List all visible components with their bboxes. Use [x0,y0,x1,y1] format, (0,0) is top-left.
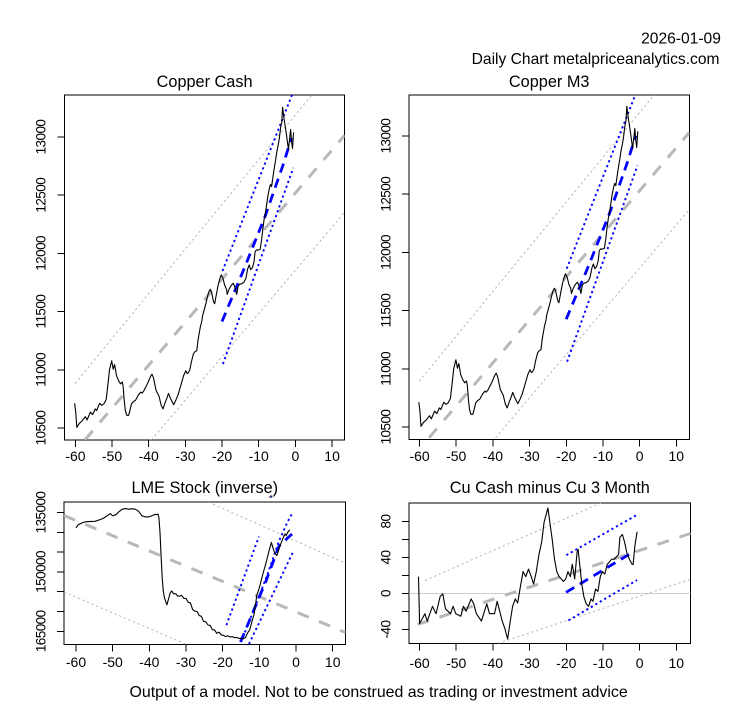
svg-text:0: 0 [292,448,300,464]
svg-text:-50: -50 [446,655,466,671]
svg-text:-10: -10 [249,448,269,464]
svg-text:165000: 165000 [34,610,49,652]
svg-text:-30: -30 [519,448,539,464]
svg-text:11500: 11500 [34,295,49,329]
svg-text:-20: -20 [556,655,576,671]
svg-text:-50: -50 [103,654,123,670]
svg-text:13000: 13000 [34,120,49,155]
svg-text:Copper M3: Copper M3 [509,73,590,91]
svg-text:0: 0 [636,655,644,671]
svg-text:-60: -60 [409,448,429,464]
svg-text:-60: -60 [409,655,429,671]
svg-text:-10: -10 [593,448,613,464]
svg-text:-40: -40 [379,621,394,639]
svg-text:Cu Cash minus Cu 3 Month: Cu Cash minus Cu 3 Month [450,479,650,497]
svg-text:13000: 13000 [379,119,394,154]
svg-text:Output of a model. Not to be c: Output of a model. Not to be construed a… [130,684,628,701]
svg-text:12500: 12500 [34,178,49,213]
svg-text:-50: -50 [446,448,466,464]
svg-text:Copper Cash: Copper Cash [157,73,253,91]
svg-text:10: 10 [669,448,685,464]
svg-text:-40: -40 [483,655,503,671]
svg-text:-60: -60 [66,654,86,670]
svg-text:10500: 10500 [34,411,49,446]
svg-text:80: 80 [379,515,394,529]
svg-text:0: 0 [636,448,644,464]
svg-text:12000: 12000 [34,236,49,271]
svg-text:11000: 11000 [34,353,49,387]
svg-text:2026-01-09: 2026-01-09 [641,31,721,48]
svg-text:-20: -20 [213,654,233,670]
svg-text:-30: -30 [519,655,539,671]
svg-text:-40: -40 [483,448,503,464]
svg-text:40: 40 [379,551,394,565]
svg-text:-10: -10 [593,655,613,671]
svg-text:10: 10 [669,655,685,671]
svg-text:-60: -60 [65,448,85,464]
svg-text:-10: -10 [249,654,269,670]
svg-text:-30: -30 [176,654,196,670]
svg-text:12000: 12000 [379,235,394,270]
svg-text:-50: -50 [102,448,122,464]
svg-text:10: 10 [325,654,341,670]
svg-text:-20: -20 [212,448,232,464]
svg-text:0: 0 [292,654,300,670]
svg-text:-40: -40 [139,448,159,464]
svg-text:-20: -20 [556,448,576,464]
svg-text:10500: 10500 [379,410,394,445]
svg-text:11500: 11500 [379,294,394,328]
svg-text:0: 0 [379,590,394,597]
svg-text:-40: -40 [139,654,159,670]
svg-text:Daily Chart metalpriceanalytic: Daily Chart metalpriceanalytics.com [472,51,720,68]
svg-text:LME Stock (inverse): LME Stock (inverse) [132,479,279,497]
svg-text:150000: 150000 [34,551,49,593]
svg-text:10: 10 [324,448,340,464]
svg-text:11000: 11000 [379,352,394,386]
svg-text:12500: 12500 [379,177,394,212]
svg-text:-30: -30 [175,448,195,464]
svg-text:135000: 135000 [34,492,49,534]
